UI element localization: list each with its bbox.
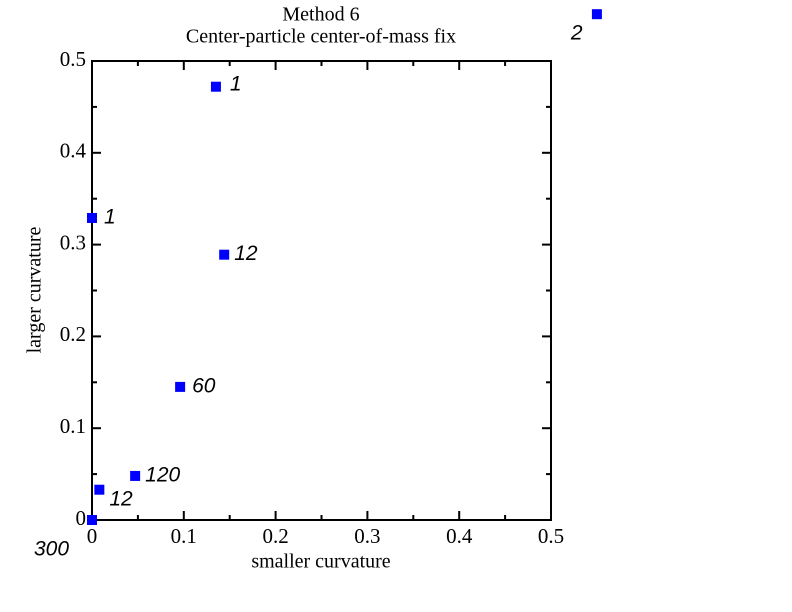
x-tick-label: 0.3 <box>354 524 380 548</box>
chart-title: Method 6 <box>282 4 359 26</box>
chart-subtitle: Center-particle center-of-mass fix <box>186 26 456 48</box>
plot-frame <box>91 60 552 521</box>
point <box>591 9 602 20</box>
point <box>175 381 186 392</box>
x-axis-label: smaller curvature <box>251 551 390 573</box>
point <box>210 81 221 92</box>
y-tick-label: 0.4 <box>60 139 87 163</box>
x-tick-label: 0.1 <box>171 524 197 548</box>
y-tick-label: 0.5 <box>60 47 86 71</box>
point-label: 1 <box>104 206 116 229</box>
point-label: 12 <box>234 242 258 265</box>
x-tick-label: 0.2 <box>262 524 288 548</box>
point-label: 1 <box>230 72 242 95</box>
point <box>219 249 230 260</box>
x-tick-label: 0.4 <box>446 524 473 548</box>
y-tick-label: 0.3 <box>60 230 86 254</box>
point-label: 60 <box>192 374 216 397</box>
x-tick-label: 0.5 <box>538 524 564 548</box>
y-tick-label: 0.2 <box>60 322 86 346</box>
y-tick-label: 0.1 <box>60 414 86 438</box>
point <box>94 484 105 495</box>
point <box>87 212 97 223</box>
point-label: 300 <box>34 538 69 561</box>
point-label: 12 <box>109 487 133 510</box>
point-label: 120 <box>145 463 180 486</box>
x-tick-label: 0 <box>87 524 98 548</box>
point-label: 2 <box>570 22 583 45</box>
point <box>87 515 97 525</box>
y-tick-label: 0 <box>76 506 87 530</box>
y-axis-label: larger curvature <box>24 226 46 353</box>
point <box>130 470 141 481</box>
